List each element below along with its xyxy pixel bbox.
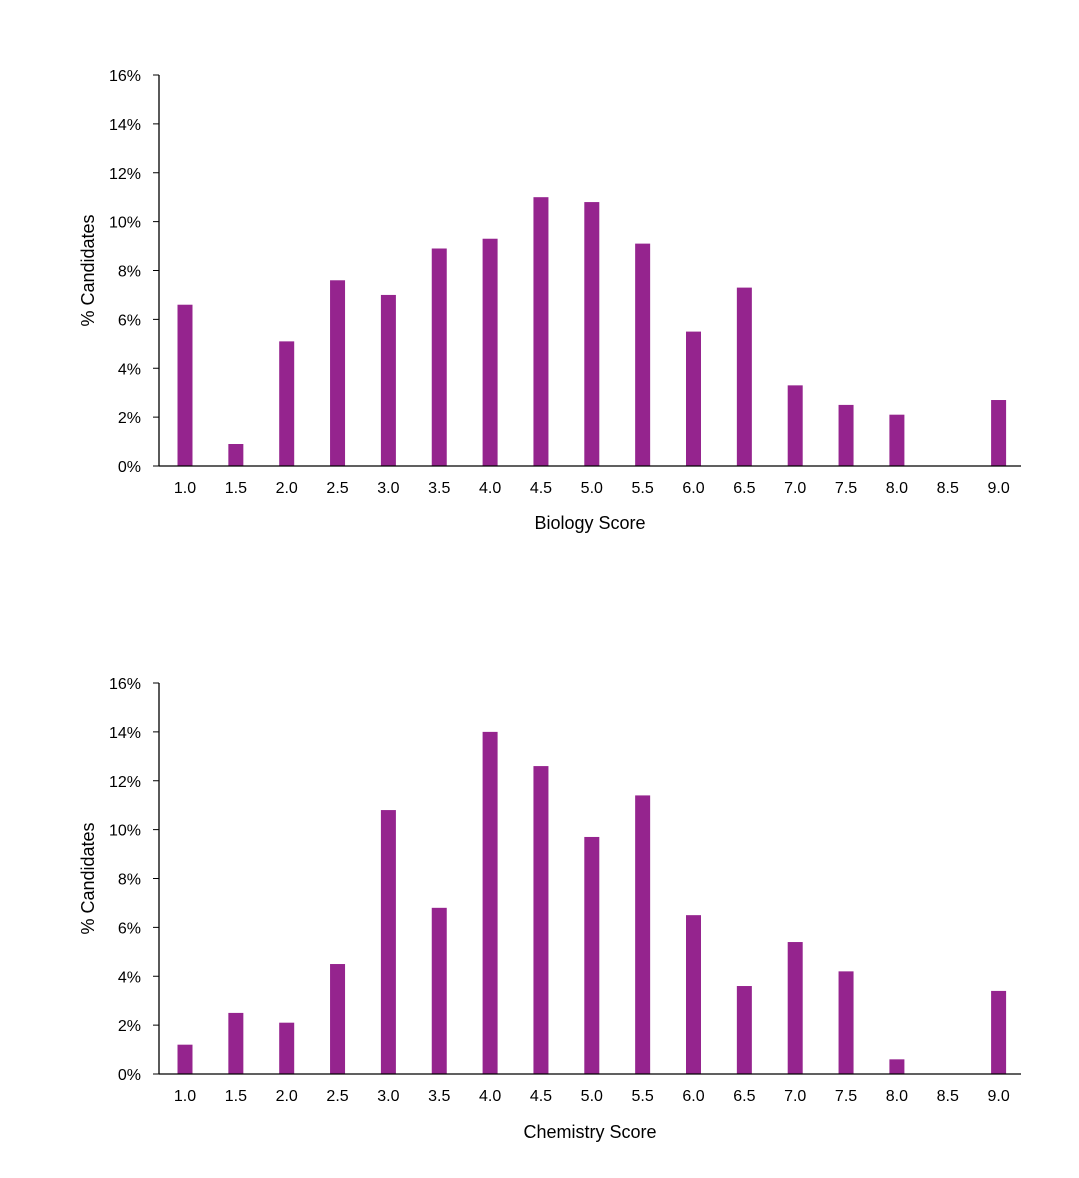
chemistry-y-tick-label: 8% [118,872,141,889]
biology-bar [431,248,447,466]
chemistry-bar [787,942,803,1074]
biology-y-tick-label: 16% [109,68,141,85]
biology-x-tick-label: 1.0 [174,480,196,497]
chemistry-x-tick-label: 4.0 [479,1088,501,1105]
chemistry-y-tick-label: 2% [118,1018,141,1035]
chemistry-x-tick-label: 6.5 [733,1088,755,1105]
biology-y-tick-label: 8% [118,264,141,281]
biology-bar [889,414,905,466]
chemistry-chart: 0% 2% 4% 6% 8% 10% 12% 14% 16% 1.0 1.5 2.0 2.5 3.0 3.5… [78,676,1021,1142]
biology-y-tick-label: 14% [109,117,141,134]
biology-x-tick-label: 7.0 [784,480,806,497]
biology-x-tick-label: 3.5 [428,480,450,497]
chemistry-bar [431,907,447,1074]
chemistry-x-tick-label: 2.5 [326,1088,348,1105]
chemistry-x-tick-label: 9.0 [987,1088,1009,1105]
chemistry-y-tick-label: 10% [109,823,141,840]
chemistry-bar [533,766,549,1074]
chemistry-bar [330,964,346,1074]
biology-bar [838,404,854,466]
biology-x-tick-label: 6.5 [733,480,755,497]
chemistry-x-tick-label: 3.0 [377,1088,399,1105]
biology-bar [380,294,396,466]
chemistry-bar [686,915,701,1074]
chemistry-bar [228,1012,244,1074]
biology-y-tick-label: 12% [109,166,141,183]
chemistry-x-tick-label: 1.5 [225,1088,247,1105]
chemistry-bar [177,1044,193,1074]
chemistry-x-tick-label: 7.0 [784,1088,806,1105]
chemistry-x-tick-label: 5.0 [581,1088,603,1105]
chemistry-y-tick-label: 4% [118,969,141,986]
biology-x-tick-label: 5.0 [581,480,603,497]
chemistry-x-tick-label: 4.5 [530,1088,552,1105]
chemistry-y-tick-label: 16% [109,676,141,693]
biology-chart: 0% 2% 4% 6% 8% 10% 12% 14% 16% 1.0 1.5 2.0 2.5 3.0 3.5… [78,68,1021,533]
biology-bar [177,304,193,466]
chemistry-x-axis-title: Chemistry Score [523,1122,656,1142]
chemistry-y-tick-label: 14% [109,725,141,742]
chemistry-x-tick-label: 2.0 [276,1088,298,1105]
biology-x-tick-label: 2.0 [276,480,298,497]
biology-y-tick-label: 6% [118,312,141,329]
chemistry-x-tick-label: 1.0 [174,1088,196,1105]
biology-x-tick-label: 3.0 [377,480,399,497]
biology-x-tick-label: 8.0 [886,480,908,497]
chemistry-y-tick-label: 12% [109,774,141,791]
chemistry-bar [635,795,651,1074]
chemistry-x-tick-label: 5.5 [632,1088,654,1105]
chemistry-x-tick-label: 8.0 [886,1088,908,1105]
chemistry-x-tick-label: 7.5 [835,1088,857,1105]
chemistry-bar [584,836,600,1074]
chemistry-bar [380,810,396,1074]
chemistry-x-tick-label: 3.5 [428,1088,450,1105]
chemistry-x-tick-label: 8.5 [937,1088,959,1105]
chemistry-bar [736,986,752,1074]
biology-y-tick-label: 0% [118,459,141,476]
biology-x-tick-label: 5.5 [632,480,654,497]
biology-bar [482,238,498,466]
biology-x-tick-label: 8.5 [937,480,959,497]
biology-y-axis-title: % Candidates [78,214,98,326]
chemistry-bar [991,990,1007,1074]
biology-bar [686,331,701,466]
biology-x-tick-label: 9.0 [987,480,1009,497]
biology-x-tick-label: 4.0 [479,480,501,497]
biology-x-tick-label: 7.5 [835,480,857,497]
biology-bar [584,202,600,466]
chemistry-bar [889,1059,905,1074]
chemistry-y-tick-label: 0% [118,1067,141,1084]
biology-x-tick-label: 2.5 [326,480,348,497]
biology-x-tick-label: 6.0 [682,480,704,497]
biology-bar [635,243,651,466]
biology-x-tick-label: 4.5 [530,480,552,497]
biology-bar [228,444,244,466]
biology-y-tick-label: 10% [109,215,141,232]
chemistry-bar [838,971,854,1074]
biology-y-tick-label: 4% [118,361,141,378]
biology-bar [330,280,346,466]
biology-bar [533,197,549,466]
biology-bar [279,341,295,466]
chemistry-y-tick-label: 6% [118,920,141,937]
chemistry-bar [482,731,498,1074]
biology-bar [736,287,752,466]
chemistry-y-axis-title: % Candidates [78,822,98,934]
biology-x-tick-label: 1.5 [225,480,247,497]
biology-y-tick-label: 2% [118,410,141,427]
biology-bar [787,385,803,466]
chemistry-bar [279,1022,295,1074]
biology-x-axis-title: Biology Score [534,513,645,533]
biology-bar [991,400,1007,466]
chemistry-x-tick-label: 6.0 [682,1088,704,1105]
